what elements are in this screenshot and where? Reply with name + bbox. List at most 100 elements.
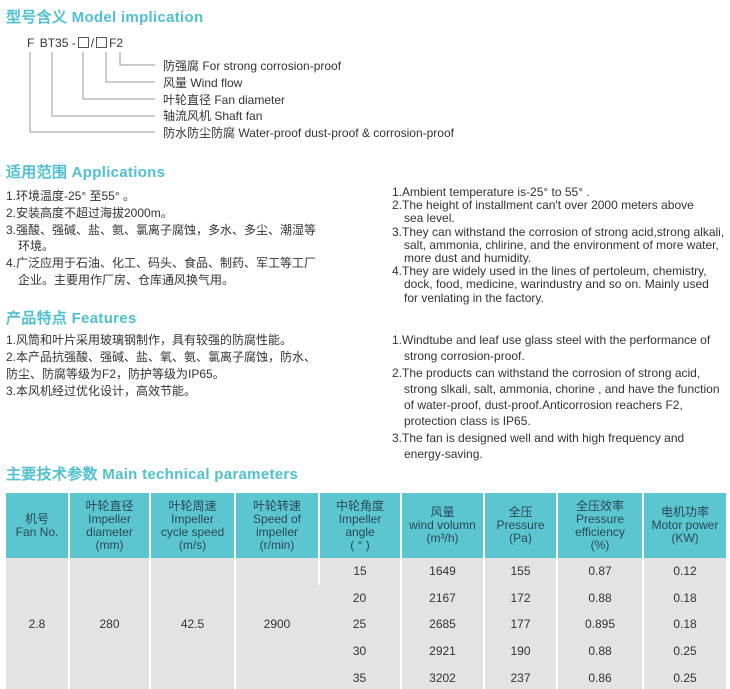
legend-item: 防水防尘防腐 Water-proof dust-proof & corrosio… (163, 126, 454, 141)
table-row: 20 2167 172 0.88 0.18 (6, 584, 726, 612)
features-en: 1.Windtube and leaf use glass steel with… (392, 332, 720, 462)
table-cell: 3202 (400, 664, 484, 689)
header-line: (KW) (671, 531, 699, 545)
applications-en: 1.Ambient temperature is-25° to 55° . 2.… (392, 185, 725, 305)
table-cell: 177 (483, 611, 557, 638)
model-code: F BT35 - / F2 (27, 36, 123, 50)
text-line: for venlating in the factory. (404, 290, 544, 305)
header-line: 机号 (24, 511, 49, 526)
placeholder-box (96, 37, 108, 48)
table-cell: 155 (483, 558, 557, 585)
table-cell: 1649 (400, 558, 484, 585)
table-cell: 0.25 (642, 637, 726, 665)
applications-cn: 1.环境温度-25° 至55° 。 2.安装高度不超过海拔2000m。 3.强酸… (6, 188, 316, 289)
table-cell: 172 (483, 584, 557, 612)
header-line: 风量 (430, 505, 455, 519)
table-cell: 2921 (400, 637, 484, 665)
text-line: 1.Windtube and leaf use glass steel with… (392, 333, 711, 347)
text-line: 2.The height of installment can't over 2… (392, 198, 694, 213)
header-line: (m³/h) (426, 531, 459, 545)
header-line: ( ° ) (350, 537, 370, 552)
table-cell: 0.12 (642, 558, 726, 585)
table-cell: 2685 (400, 611, 484, 638)
table-row: 25 2685 177 0.895 0.18 (6, 611, 726, 638)
code-f: F (27, 36, 35, 50)
header-line: Impeller (338, 511, 382, 526)
cell-diameter: 280 (68, 558, 150, 689)
column-header: 全压 Pressure (Pa) (483, 493, 557, 558)
text-line: 4.They are widely used in the lines of p… (392, 264, 707, 279)
table-header-row: 机号 Fan No. 叶轮直径 Impeller diameter (mm) 叶轮周速 Imp… (6, 493, 726, 558)
table-cell: 0.18 (642, 611, 726, 638)
params-title: 主要技术参数 Main technical parameters (6, 466, 299, 483)
text-line: 1.环境温度-25° 至55° 。 (6, 189, 135, 203)
header-line: Pressure (575, 511, 625, 526)
text-line: 3.强酸、强碱、盐、氨、氯离子腐蚀，多水、多尘、潮湿等 (6, 222, 317, 237)
header-line: wind volumn (409, 518, 476, 532)
legend-item: 轴流风机 Shaft fan (163, 109, 263, 124)
table-cell: 0.25 (642, 664, 726, 689)
model-implication-title: 型号含义 Model implication (6, 9, 204, 26)
code-bt35: BT35 (39, 36, 69, 50)
table-cell: 237 (483, 664, 557, 689)
table-cell: 0.88 (556, 637, 643, 665)
text-line: 2.安装高度不超过海拔2000m。 (6, 205, 173, 220)
column-header: 电机功率 Motor power (KW) (642, 493, 726, 558)
code-bracket-lines (29, 52, 155, 133)
header-line: Speed of (252, 511, 302, 526)
features-cn: 1.风筒和叶片采用玻璃钢制作，具有较强的防腐性能。 2.本产品抗强酸、强碱、盐、… (6, 332, 316, 400)
column-header: 全压效率 Pressure efficiency (%) (556, 493, 643, 558)
header-line: cycle speed (160, 524, 225, 539)
table-cell: 0.87 (556, 558, 643, 585)
header-line: diameter (86, 524, 133, 539)
header-line: Pressure (496, 518, 545, 532)
table-cell: 30 (319, 637, 401, 665)
column-header: 叶轮转速 Speed of impeller (r/min) (234, 493, 319, 558)
text-line: strong slkali, salt, ammonia, chorine , … (404, 381, 720, 396)
column-header: 机号 Fan No. (6, 493, 69, 558)
header-line: (m/s) (178, 537, 207, 552)
column-header: 风量 wind volumn (m³/h) (400, 493, 484, 558)
text-line: 3.They can withstand the corrosion of st… (392, 224, 725, 239)
code-slash: / (90, 36, 95, 50)
cell-speed: 2900 (234, 558, 319, 689)
text-line: 3.本风机经过优化设计，高效节能。 (6, 384, 197, 398)
header-line: Impeller (171, 511, 214, 526)
params-table: 机号 Fan No. 叶轮直径 Impeller diameter (mm) 叶轮周速 Imp… (6, 493, 726, 689)
text-line: dock, food, medicine, warindustry and so… (404, 277, 709, 292)
header-line: impeller (255, 524, 298, 539)
text-line: of water-proof, dust-proof.Anticorrosion… (404, 398, 683, 413)
text-line: energy-saving. (404, 447, 483, 462)
header-line: 叶轮周速 (168, 498, 217, 513)
legend-item: 风量 Wind flow (163, 75, 243, 90)
column-header: 中轮角度 Impeller angle( ° ) (318, 493, 401, 558)
header-line: (Pa) (509, 531, 532, 545)
text-line: 3.The fan is designed well and with high… (392, 430, 685, 445)
table-cell: 20 (319, 584, 401, 612)
header-line: (%) (590, 537, 610, 552)
text-line: 2.The products can withstand the corrosi… (392, 365, 701, 380)
placeholder-box (77, 37, 89, 48)
table-row: 2.8 280 42.5 2900 15 1649 155 0.87 0.12 (6, 558, 726, 689)
text-line: 4.广泛应用于石油、化工、码头、食品、制药、军工等工厂 (6, 256, 317, 271)
text-line: 环境。 (18, 239, 55, 254)
table-row: 30 2921 190 0.88 0.25 (6, 637, 726, 665)
header-line: 叶轮直径 (85, 498, 134, 513)
text-line: protection class is IP65. (404, 414, 531, 429)
applications-title: 适用范围 Applications (6, 164, 166, 181)
header-line: (r/min) (259, 537, 295, 552)
text-line: sea level. (404, 211, 455, 226)
table-cell: 0.895 (556, 611, 643, 638)
table-row: 35 3202 237 0.86 0.25 (6, 664, 726, 689)
features-title: 产品特点 Features (6, 310, 137, 327)
header-line: 电机功率 (660, 505, 709, 519)
text-line: 2.本产品抗强酸、强碱、盐、氧、氨、氯离子腐蚀，防水、 (6, 350, 317, 364)
table-cell: 35 (319, 664, 401, 689)
table-cell: 2167 (400, 584, 484, 612)
legend-item: 防强腐 For strong corrosion-proof (163, 59, 342, 73)
table-cell: 0.86 (556, 664, 643, 689)
text-line: salt, ammonia, chlirine, and the environ… (404, 237, 719, 252)
header-line: Fan No. (15, 524, 59, 539)
text-line: 1.Ambient temperature is-25° to 55° . (392, 185, 590, 199)
